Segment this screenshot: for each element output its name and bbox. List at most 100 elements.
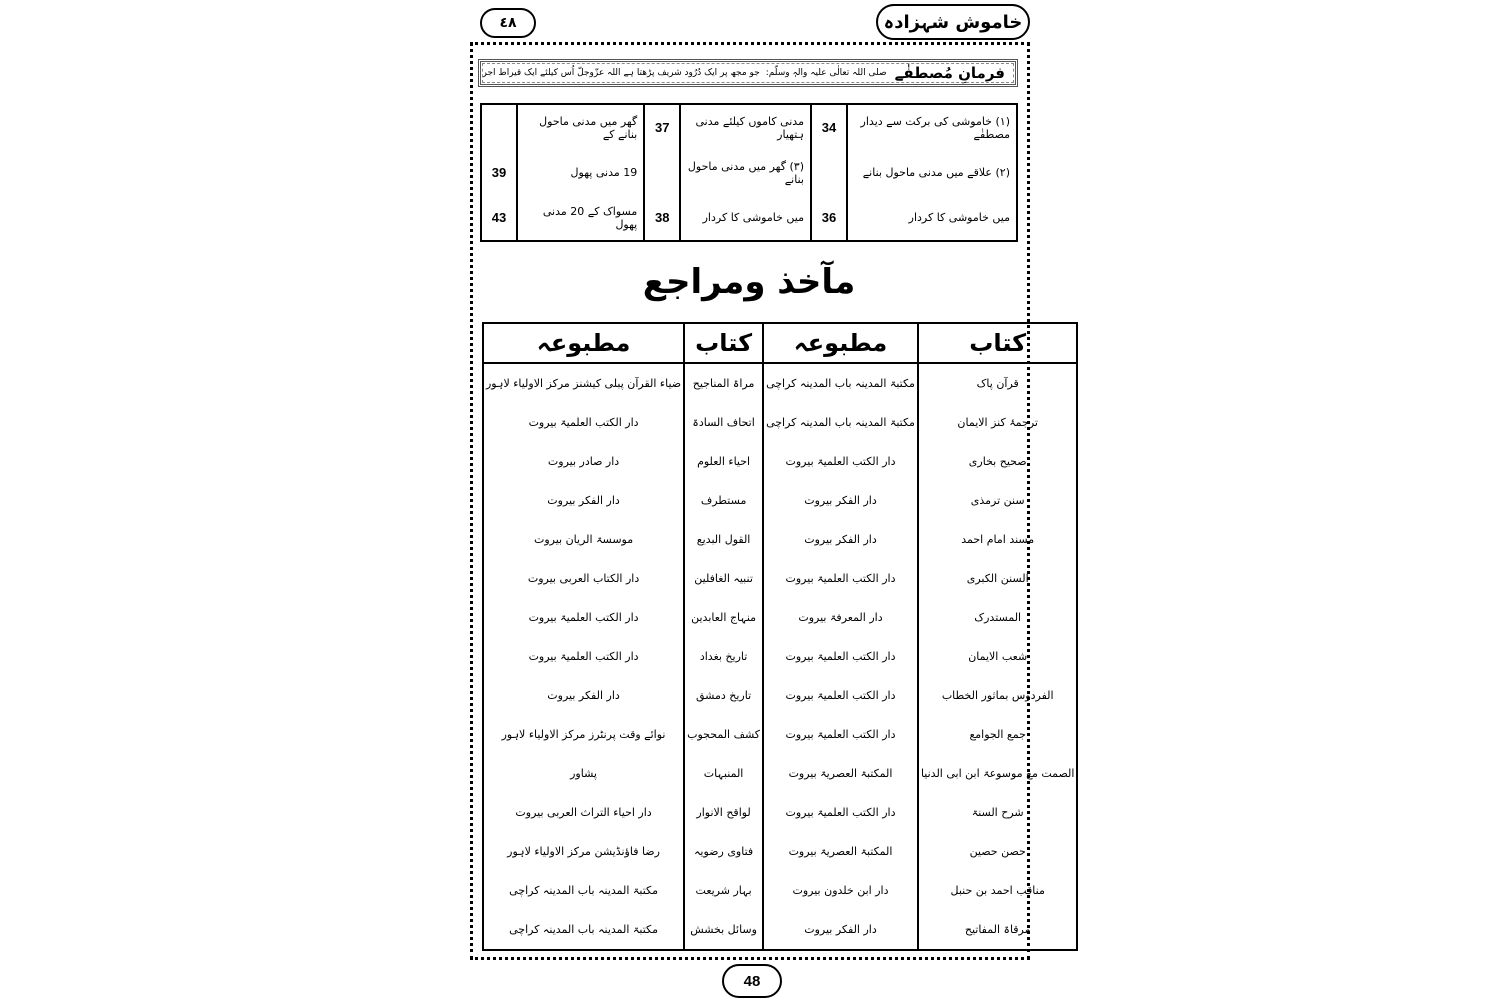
- publisher-name: نوائے وقت پرنٹرز مرکز الاولیاء لاہور: [481, 715, 686, 754]
- publisher-name: دار الفکر بیروت: [762, 910, 919, 950]
- farman-text: جو مجھ پر ایک دُرُود شریف پڑھتا ہے اللہ …: [481, 68, 760, 78]
- contents-index-table: (۱) خاموشی کی برکت سے دیدار مصطفٰے 34 مدنی…: [480, 103, 1019, 242]
- publisher-name: دار الکتب العلمیۃ بیروت: [762, 676, 919, 715]
- book-name: قرآن پاک: [916, 363, 1079, 403]
- index-topic: (۱) خاموشی کی برکت سے دیدار مصطفٰے: [845, 104, 1019, 150]
- column-header-publisher: مطبوعہ: [762, 322, 919, 364]
- publisher-name: دار الکتب العلمیۃ بیروت: [762, 793, 919, 832]
- book-name: لواقح الانوار: [683, 793, 765, 832]
- publisher-name: دار الفکر بیروت: [481, 676, 686, 715]
- references-table: کتاب مطبوعہ کتاب مطبوعہ قرآن پاک مکتبۃ المدی…: [481, 322, 1079, 951]
- book-name: صحیح بخاری: [916, 442, 1079, 481]
- publisher-name: دار الفکر بیروت: [762, 520, 919, 559]
- publisher-name: مکتبۃ المدینہ باب المدینہ کراچی: [762, 403, 919, 442]
- book-name: ترجمۂ کنز الایمان: [916, 403, 1079, 442]
- publisher-name: مکتبۃ المدینہ باب المدینہ کراچی: [762, 363, 919, 403]
- publisher-name: دار الکتب العلمیۃ بیروت: [762, 559, 919, 598]
- publisher-name: دار ابن خلدون بیروت: [762, 871, 919, 910]
- reference-row: شرح السنۃ دار الکتب العلمیۃ بیروت لواقح ال…: [481, 793, 1079, 832]
- publisher-name: المکتبۃ العصریۃ بیروت: [762, 754, 919, 793]
- index-page-number: 43: [480, 195, 518, 241]
- index-topic: گھر میں مدنی ماحول بنانے کے: [515, 104, 646, 150]
- reference-row: قرآن پاک مکتبۃ المدینہ باب المدینہ کراچی م…: [481, 363, 1079, 403]
- index-page-number: [643, 150, 682, 195]
- index-topic: (۲) علاقے میں مدنی ماحول بنانے: [845, 150, 1019, 195]
- publisher-name: دار الکتب العلمیۃ بیروت: [481, 598, 686, 637]
- publisher-name: دار الکتب العلمیۃ بیروت: [762, 715, 919, 754]
- reference-row: حصن حصین المکتبۃ العصریۃ بیروت فتاوی رضویہ…: [481, 832, 1079, 871]
- book-name: تاریخ دمشق: [683, 676, 765, 715]
- book-name: شرح السنۃ: [916, 793, 1079, 832]
- book-name: مستطرف: [683, 481, 765, 520]
- book-name: فتاوی رضویہ: [683, 832, 765, 871]
- publisher-name: دار الکتب العلمیۃ بیروت: [762, 442, 919, 481]
- index-topic: مسواک کے 20 مدنی پھول: [515, 195, 646, 241]
- book-name: القول البدیع: [683, 520, 765, 559]
- index-topic: مدنی کاموں کیلئے مدنی ہتھیار: [679, 104, 812, 150]
- farman-title: فرمانِ مُصطفٰے: [894, 64, 1005, 82]
- publisher-name: دار الکتب العلمیۃ بیروت: [481, 637, 686, 676]
- index-row: (۱) خاموشی کی برکت سے دیدار مصطفٰے 34 مدنی…: [480, 104, 1019, 150]
- publisher-name: دار الکتب العلمیۃ بیروت: [762, 637, 919, 676]
- farman-banner: فرمانِ مُصطفٰے صلی اللہ تعالٰی علیہ والہ…: [478, 59, 1018, 87]
- index-page-number: [809, 150, 848, 195]
- book-name: المستدرک: [916, 598, 1079, 637]
- index-page-number: 37: [643, 104, 682, 150]
- publisher-name: دار الفکر بیروت: [481, 481, 686, 520]
- index-topic: 19 مدنی پھول: [515, 150, 646, 195]
- index-page-number: 38: [643, 195, 682, 241]
- publisher-name: رضا فاؤنڈیشن مرکز الاولیاء لاہور: [481, 832, 686, 871]
- column-header-publisher: مطبوعہ: [481, 322, 686, 364]
- reference-row: سنن ترمذی دار الفکر بیروت مستطرف دار الفکر …: [481, 481, 1079, 520]
- reference-row: مرقاۃ المفاتیح دار الفکر بیروت وسائل بخشش م…: [481, 910, 1079, 950]
- references-header-row: کتاب مطبوعہ کتاب مطبوعہ: [481, 322, 1079, 364]
- index-topic: میں خاموشی کا کردار: [845, 195, 1019, 241]
- footer-page-number: 48: [722, 964, 782, 998]
- reference-row: شعب الایمان دار الکتب العلمیۃ بیروت تاریخ …: [481, 637, 1079, 676]
- book-name: احیاء العلوم: [683, 442, 765, 481]
- book-name: المنبہات: [683, 754, 765, 793]
- book-name: مناقب احمد بن حنبل: [916, 871, 1079, 910]
- farman-salutation: صلی اللہ تعالٰی علیہ والہٖ وسلّم:: [765, 68, 887, 78]
- index-page-number: 36: [809, 195, 848, 241]
- publisher-name: ضیاء القرآن پبلی کیشنز مرکز الاولیاء لاہ…: [481, 363, 686, 403]
- book-name: حصن حصین: [916, 832, 1079, 871]
- book-name: سنن ترمذی: [916, 481, 1079, 520]
- column-header-book: کتاب: [683, 322, 765, 364]
- book-name: کشف المحجوب: [683, 715, 765, 754]
- book-name: منہاج العابدین: [683, 598, 765, 637]
- book-name: مراۃ المناجیح: [683, 363, 765, 403]
- index-page-number: [480, 104, 518, 150]
- index-row: میں خاموشی کا کردار 36 میں خاموشی کا کردار…: [480, 195, 1019, 241]
- book-name: الفردوس بماثور الخطاب: [916, 676, 1079, 715]
- reference-row: الفردوس بماثور الخطاب دار الکتب العلمیۃ ب…: [481, 676, 1079, 715]
- reference-row: المستدرک دار المعرفۃ بیروت منہاج العابدین د…: [481, 598, 1079, 637]
- publisher-name: دار صادر بیروت: [481, 442, 686, 481]
- book-name: شعب الایمان: [916, 637, 1079, 676]
- header-page-number: ٤٨: [480, 8, 536, 38]
- book-name: تنبیہ الغافلین: [683, 559, 765, 598]
- section-heading: مآخذ ومراجع: [642, 262, 856, 302]
- index-row: (۲) علاقے میں مدنی ماحول بنانے (۳) گھر می…: [480, 150, 1019, 195]
- reference-row: جمع الجوامع دار الکتب العلمیۃ بیروت کشف ال…: [481, 715, 1079, 754]
- reference-row: مناقب احمد بن حنبل دار ابن خلدون بیروت بہا…: [481, 871, 1079, 910]
- publisher-name: دار المعرفۃ بیروت: [762, 598, 919, 637]
- publisher-name: مکتبۃ المدینہ باب المدینہ کراچی: [481, 871, 686, 910]
- index-topic: میں خاموشی کا کردار: [679, 195, 812, 241]
- reference-row: السنن الکبری دار الکتب العلمیۃ بیروت تنبیہ…: [481, 559, 1079, 598]
- book-name: وسائل بخشش: [683, 910, 765, 950]
- book-name: تاریخ بغداد: [683, 637, 765, 676]
- book-name: الصمت مع موسوعۃ ابن ابی الدنیا: [916, 754, 1079, 793]
- reference-row: مسند امام احمد دار الفکر بیروت القول البدی…: [481, 520, 1079, 559]
- publisher-name: دار الکتاب العربی بیروت: [481, 559, 686, 598]
- publisher-name: پشاور: [481, 754, 686, 793]
- publisher-name: مکتبۃ المدینہ باب المدینہ کراچی: [481, 910, 686, 950]
- reference-row: الصمت مع موسوعۃ ابن ابی الدنیا المکتبۃ ال…: [481, 754, 1079, 793]
- column-header-book: کتاب: [916, 322, 1079, 364]
- publisher-name: دار الفکر بیروت: [762, 481, 919, 520]
- index-topic: (۳) گھر میں مدنی ماحول بنانے: [679, 150, 812, 195]
- book-title: خاموش شہزادہ: [876, 4, 1030, 40]
- book-name: جمع الجوامع: [916, 715, 1079, 754]
- publisher-name: دار الکتب العلمیۃ بیروت: [481, 403, 686, 442]
- book-name: اتحاف السادۃ: [683, 403, 765, 442]
